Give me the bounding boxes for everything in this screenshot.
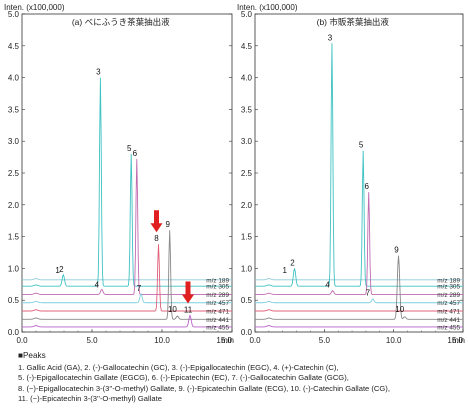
y-tick-label: 0.5 [8, 296, 20, 305]
x-tick-label: 0.0 [249, 336, 261, 345]
peaks-legend: ■Peaks 1. Gallic Acid (GA), 2. (-)-Gallo… [18, 351, 464, 405]
y-tick-label: 5.0 [241, 10, 253, 19]
chromatogram-trace [22, 278, 232, 281]
chromatogram-trace [255, 309, 463, 312]
arrow-shaft [185, 281, 191, 296]
chromatogram-trace [255, 325, 463, 328]
peak-label: 9 [394, 246, 399, 255]
plot-frame [21, 13, 233, 333]
peaks-legend-line: 1. Gallic Acid (GA), 2. (-)-Gallocatechi… [18, 362, 339, 372]
chromatogram-trace [22, 314, 232, 328]
trace-label: m/z 305 [206, 284, 229, 291]
y-tick-label: 0.0 [241, 328, 253, 337]
trace-label: m/z 471 [437, 309, 460, 316]
trace-label: m/z 457 [206, 300, 229, 307]
peaks-legend-line: 11. (−)-Epicatechin 3-(3''-O-methyl) Gal… [18, 394, 162, 404]
chart-title: (a) べにふうき茶葉抽出液 [72, 17, 170, 27]
y-axis-label: Inten. (x100,000) [4, 3, 65, 12]
peak-label: 6 [133, 149, 138, 158]
chromatogram-trace [255, 278, 463, 281]
peak-label: 1 [282, 266, 287, 275]
y-tick-label: 3.0 [8, 137, 20, 146]
trace-label: m/z 305 [437, 284, 460, 291]
peaks-legend-line: 8. (−)-Epigallocatechin 3-(3''-O-methyl)… [18, 383, 390, 393]
peak-label: 7 [137, 284, 142, 293]
x-axis-label: min [452, 336, 465, 345]
y-tick-label: 2.0 [241, 201, 253, 210]
y-tick-label: 0.5 [241, 296, 253, 305]
y-tick-label: 4.0 [241, 74, 253, 83]
peak-label: 1 [55, 266, 60, 275]
trace-label: m/z 441 [437, 317, 460, 324]
x-tick-label: 5.0 [86, 336, 98, 345]
highlight-arrow [150, 210, 163, 233]
y-axis-label: Inten. (x100,000) [237, 3, 298, 12]
chromatogram-trace [255, 298, 463, 304]
y-tick-label: 5.0 [8, 10, 20, 19]
peak-label: 3 [96, 68, 101, 77]
peak-label: 6 [364, 182, 369, 191]
arrow-head [182, 294, 194, 304]
peak-label: 10 [395, 305, 404, 314]
chromatogram-trace [22, 244, 232, 312]
trace-label: m/z 189 [206, 277, 229, 284]
y-tick-label: 1.5 [241, 233, 253, 242]
peak-label: 2 [59, 265, 64, 274]
plot-frame [254, 13, 464, 333]
trace-label: m/z 471 [206, 309, 229, 316]
y-tick-label: 2.0 [8, 201, 20, 210]
chart-title: (b) 市販茶葉抽出液 [317, 17, 390, 27]
arrow-head [150, 223, 163, 233]
trace-label: m/z 441 [206, 317, 229, 324]
peak-label: 2 [290, 258, 295, 267]
x-axis-label: min [221, 336, 234, 345]
peaks-legend-title: ■Peaks [18, 351, 46, 360]
peak-label: 5 [359, 141, 364, 150]
y-tick-label: 1.0 [8, 264, 20, 273]
peak-label: 4 [95, 280, 100, 289]
peak-label: 5 [127, 144, 132, 153]
x-tick-label: 5.0 [319, 336, 331, 345]
trace-label: m/z 289 [206, 292, 229, 299]
chromatogram-trace [22, 292, 232, 304]
y-tick-label: 3.5 [8, 105, 20, 114]
trace-label: m/z 455 [437, 324, 460, 331]
chromatogram-trace [255, 192, 463, 295]
chromatogram-figure: 0.0 0.5 1.0 1.5 2.0 2.5 3.0 3.5 4.0 4.5 5.0 0.0 5.0 1… [4, 3, 465, 345]
peak-label: 9 [165, 220, 170, 229]
peak-label: 10 [168, 305, 177, 314]
x-tick-label: 15.0 [447, 336, 463, 345]
chromatogram-trace [255, 43, 463, 287]
arrow-shaft [154, 210, 159, 225]
x-tick-label: 10.0 [386, 336, 402, 345]
highlight-arrow [182, 281, 194, 304]
y-tick-label: 4.0 [8, 74, 20, 83]
y-tick-label: 1.5 [8, 233, 20, 242]
peak-label: 3 [328, 33, 333, 42]
peaks-legend-line: 5. (-)-Epigallocatechin Gallate (EGCG), … [18, 373, 349, 383]
peak-label: 7 [366, 289, 371, 298]
y-tick-label: 2.5 [241, 169, 253, 178]
trace-label: m/z 289 [437, 292, 460, 299]
y-tick-label: 0.0 [8, 328, 20, 337]
y-tick-label: 2.5 [8, 169, 20, 178]
y-tick-label: 3.5 [241, 105, 253, 114]
x-tick-label: 0.0 [16, 336, 28, 345]
x-tick-label: 15.0 [216, 336, 232, 345]
chromatogram-trace [22, 230, 232, 320]
y-tick-label: 4.5 [241, 42, 253, 51]
x-tick-label: 10.0 [154, 336, 170, 345]
chromatogram-trace [22, 77, 232, 287]
y-tick-label: 3.0 [241, 137, 253, 146]
y-tick-label: 4.5 [8, 42, 20, 51]
peak-label: 11 [184, 305, 193, 314]
chromatogram-trace [22, 159, 232, 295]
chromatogram-trace [255, 255, 463, 320]
peak-label: 4 [325, 280, 330, 289]
trace-label: m/z 189 [437, 277, 460, 284]
y-tick-label: 1.0 [241, 264, 253, 273]
trace-label: m/z 455 [206, 324, 229, 331]
peak-label: 8 [154, 234, 159, 243]
trace-label: m/z 457 [437, 300, 460, 307]
